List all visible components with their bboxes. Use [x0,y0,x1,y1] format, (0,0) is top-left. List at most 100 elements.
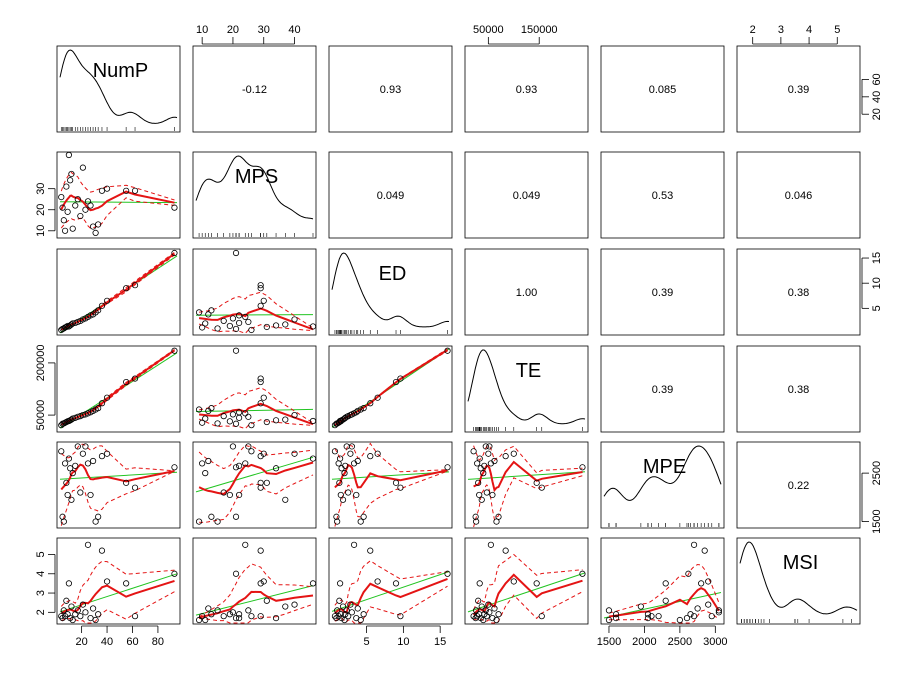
smoother-lower-band [60,470,175,526]
panel-msi-mps [192,537,317,625]
data-point [309,580,317,587]
panel-frame [56,248,181,336]
data-point [342,462,349,469]
data-point [444,570,451,577]
panel-te-nump [56,345,181,433]
data-point [257,375,264,382]
panel-mpe-msi: 0.22 [736,441,861,529]
data-point [470,613,477,620]
data-point [208,611,215,618]
correlation-value: 0.39 [652,287,673,299]
correlation-value: 0.39 [788,84,809,96]
data-point [493,616,500,624]
correlation-value: 0.38 [788,287,809,299]
smoother-upper-band [198,563,314,618]
tick-label: 10 [35,225,47,237]
data-point [214,420,221,427]
data-point [103,450,111,457]
data-point [698,580,705,587]
smoother-upper-band [334,442,448,473]
data-point [705,578,712,585]
panel-frame [736,151,861,239]
data-point [495,611,502,618]
tick-label: 10 [196,24,208,36]
data-point [61,460,69,467]
panel-te-mpe: 0.39 [600,345,725,433]
linear-fit-line [195,456,314,493]
data-point [350,541,358,548]
smoother-line [60,190,175,212]
data-point [345,613,352,620]
data-point [397,484,404,491]
data-point [205,605,212,612]
tick-label: 50000 [35,400,47,431]
linear-fit-line [331,571,450,612]
data-point [202,470,209,477]
linear-fit-line [331,471,450,480]
data-point [208,307,215,314]
data-point [202,616,209,624]
density-curve [331,252,450,328]
panel-ed-nump [56,248,181,336]
tick-label: 1500 [871,509,883,533]
data-point [485,601,492,608]
data-point [367,400,374,407]
smoother-line [60,463,175,491]
data-point [257,479,264,486]
data-point [171,570,178,577]
data-point [92,616,99,624]
data-point [533,580,540,587]
data-point [676,616,683,624]
panel-te-msi: 0.38 [736,345,861,433]
data-point [123,187,130,194]
data-point [68,170,75,178]
data-point [232,513,240,520]
data-point [245,318,252,326]
tick-label: 3 [778,24,784,36]
data-point [65,580,73,587]
data-point [229,315,237,322]
data-point [354,457,361,465]
panel-frame [192,441,317,529]
data-point [336,597,343,604]
data-point [715,609,722,616]
tick-label: 1500 [597,636,621,648]
tick-label: 150000 [521,24,558,36]
data-point [502,453,509,460]
tick-label: 3000 [703,636,727,648]
correlation-value: 0.93 [516,84,537,96]
tick-label: 15 [434,636,446,648]
data-point [171,249,178,257]
panel-frame [600,537,725,625]
data-point [59,204,66,211]
data-point [245,413,252,420]
tick-label: 5 [364,636,370,648]
panel-mpe-mps [192,441,317,529]
tick-label: 2500 [871,461,883,485]
data-point [232,420,240,427]
data-point [263,479,270,486]
data-point [63,597,70,604]
data-point [171,464,178,471]
data-point [612,615,620,622]
panel-frame [600,151,725,239]
data-point [131,375,139,382]
panel-frame [192,345,317,433]
data-point [715,607,722,614]
data-point [291,450,298,457]
data-point [637,603,644,610]
data-point [282,416,289,423]
tick-label: 5 [871,305,883,311]
data-point [510,578,517,585]
tick-label: 10 [871,277,883,289]
data-point [644,615,652,622]
data-point [68,603,75,610]
data-point [282,321,289,328]
data-point [123,479,130,486]
panel-frame [56,537,181,625]
data-point [65,455,73,462]
data-point [72,462,79,469]
variable-name: TE [516,360,542,382]
linear-fit-line [467,572,586,613]
data-point [248,326,255,334]
